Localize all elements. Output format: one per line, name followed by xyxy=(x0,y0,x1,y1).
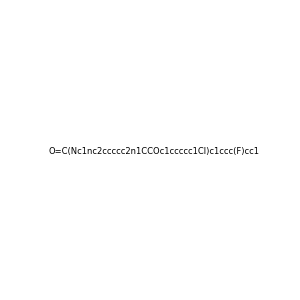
Text: O=C(Nc1nc2ccccc2n1CCOc1ccccc1Cl)c1ccc(F)cc1: O=C(Nc1nc2ccccc2n1CCOc1ccccc1Cl)c1ccc(F)… xyxy=(48,147,259,156)
